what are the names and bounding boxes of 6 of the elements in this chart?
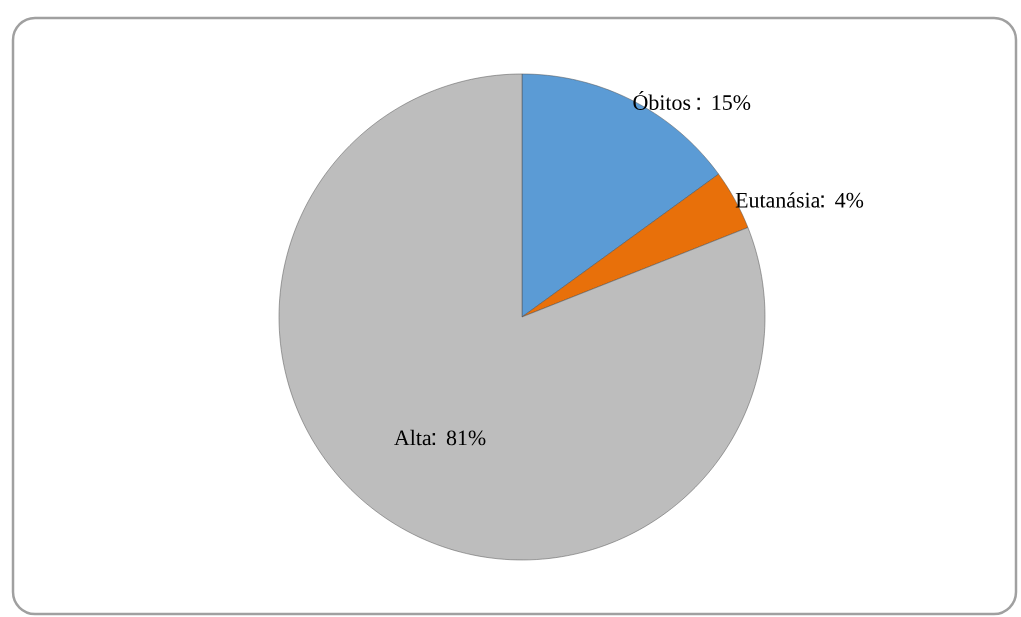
slice-label: Alta xyxy=(394,429,432,446)
data-label: 15% xyxy=(712,95,751,111)
data-label: 81% xyxy=(446,430,486,446)
slice-label: Eutanásia xyxy=(735,192,821,208)
data-label: 4% xyxy=(835,192,864,208)
slice-label: Óbitos xyxy=(633,90,691,110)
